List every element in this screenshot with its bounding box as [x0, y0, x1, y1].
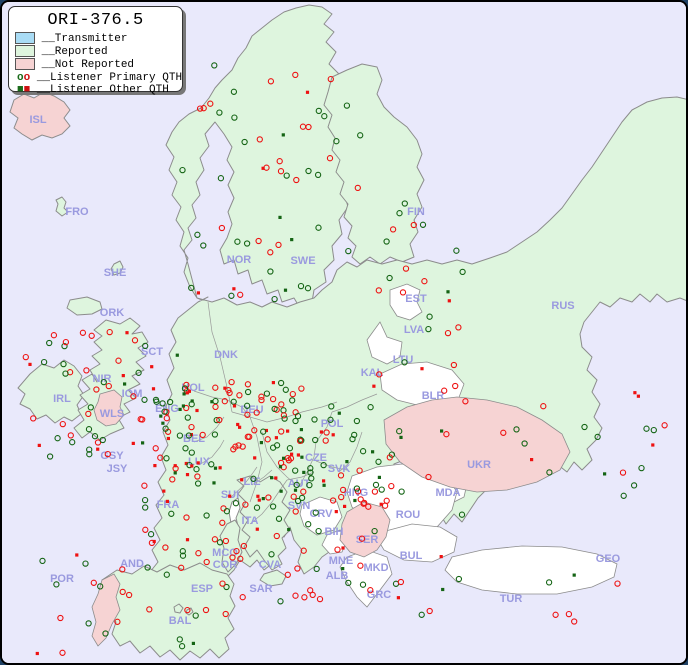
svg-text:BIH: BIH [325, 526, 344, 538]
svg-text:EST: EST [405, 293, 427, 305]
svg-text:ROU: ROU [396, 509, 421, 521]
svg-text:MNE: MNE [329, 555, 353, 567]
svg-text:LIE: LIE [243, 476, 260, 488]
svg-text:FIN: FIN [407, 206, 425, 218]
svg-text:BUL: BUL [400, 550, 423, 562]
svg-text:MDA: MDA [435, 487, 460, 499]
svg-text:MKD: MKD [363, 562, 388, 574]
svg-text:RUS: RUS [551, 300, 574, 312]
svg-text:GRC: GRC [367, 589, 392, 601]
svg-text:IRL: IRL [53, 393, 71, 405]
svg-text:SVN: SVN [288, 500, 311, 512]
svg-text:BAL: BAL [169, 615, 192, 627]
svg-text:ESP: ESP [191, 583, 213, 595]
svg-text:SWE: SWE [290, 255, 315, 267]
svg-text:COR: COR [213, 559, 238, 571]
svg-text:BLR: BLR [422, 390, 445, 402]
svg-text:JSY: JSY [107, 463, 128, 475]
svg-text:ORK: ORK [100, 307, 125, 319]
svg-text:ALB: ALB [326, 570, 349, 582]
svg-text:DEU: DEU [240, 404, 263, 416]
svg-text:SHE: SHE [104, 267, 127, 279]
svg-text:NOR: NOR [227, 254, 252, 266]
svg-text:POL: POL [321, 418, 344, 430]
svg-text:SAR: SAR [249, 583, 272, 595]
svg-text:AND: AND [120, 558, 144, 570]
svg-text:WLS: WLS [100, 408, 124, 420]
svg-text:ITA: ITA [242, 515, 259, 527]
svg-text:UKR: UKR [467, 459, 491, 471]
svg-text:ISL: ISL [29, 114, 46, 126]
svg-text:TUR: TUR [500, 593, 523, 605]
svg-text:SER: SER [356, 534, 379, 546]
svg-text:GSY: GSY [100, 450, 124, 462]
svg-text:CVA: CVA [259, 559, 281, 571]
svg-text:GEO: GEO [596, 553, 621, 565]
svg-text:DNK: DNK [214, 349, 238, 361]
svg-text:LVA: LVA [404, 324, 424, 336]
svg-text:FRO: FRO [65, 206, 89, 218]
